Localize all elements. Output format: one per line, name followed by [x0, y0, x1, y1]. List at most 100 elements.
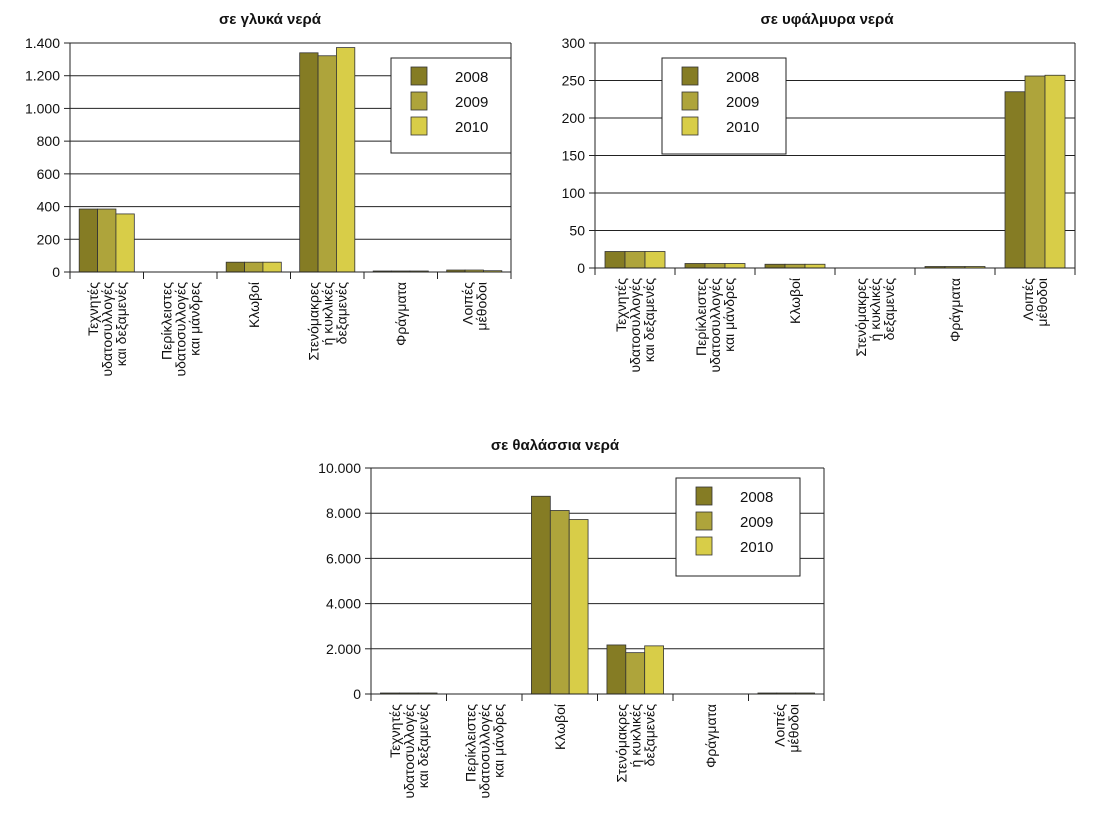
- chart-title: σε θαλάσσια νερά: [490, 437, 620, 454]
- legend-box: [390, 57, 512, 154]
- legend-swatch-2009: [695, 511, 713, 531]
- x-tick-label-line: μέθοδοι: [473, 282, 489, 331]
- y-tick-label: 10.000: [318, 460, 361, 476]
- y-tick-label: 0: [353, 686, 361, 702]
- bar-2010-0: [115, 213, 135, 273]
- x-tick-label-line: Περίκλειστες: [462, 704, 478, 782]
- x-tick-label: Κλωβοί: [246, 282, 262, 328]
- legend-box: [661, 57, 787, 155]
- y-tick-label: 0: [52, 264, 60, 280]
- x-tick-label-line: Φράγματα: [947, 278, 963, 342]
- bar-2010-3: [336, 47, 356, 273]
- bar-2008-3: [606, 644, 627, 695]
- x-tick-label-line: και δεξαμενές: [641, 278, 657, 362]
- bar-2010-2: [804, 263, 826, 269]
- bar-2009-0: [97, 208, 117, 273]
- y-tick-label: 1.400: [25, 35, 60, 51]
- y-tick-label: 6.000: [326, 550, 361, 566]
- bar-2009-0: [624, 251, 646, 269]
- chart-sea-water: σε θαλάσσια νερά 0 2.000 4.000 6.000 8.000 10…: [280, 428, 830, 838]
- x-tick-label: Κλωβοί: [552, 704, 568, 750]
- legend-label-2009: 2009: [740, 514, 773, 531]
- bar-2009-2: [784, 263, 806, 269]
- x-tick-label-line: και μάνδρες: [490, 704, 506, 778]
- bar-2010-0: [644, 251, 666, 269]
- bar-2009-3: [625, 652, 646, 695]
- bar-2008-0: [78, 208, 98, 273]
- legend-label-2008: 2008: [455, 69, 488, 86]
- bar-2010-5: [1044, 74, 1066, 269]
- x-tick-label-line: υδατοσυλλογές: [707, 278, 723, 373]
- bar-2010-1: [724, 263, 746, 269]
- x-tick-label-line: Στενόμακρες: [853, 278, 869, 357]
- x-tick-label-line: μέθοδοι: [1034, 278, 1050, 327]
- y-tick-label: 1.200: [25, 68, 60, 84]
- x-tick-label: Φράγματα: [703, 704, 719, 768]
- bar-2009-2: [549, 510, 570, 695]
- chart-svg: 02.0004.0006.0008.00010.000Τεχνητέςυδατο…: [318, 460, 825, 799]
- y-tick-label: 0: [577, 260, 585, 276]
- legend-swatch-2010: [681, 116, 699, 136]
- y-tick-label: 4.000: [326, 596, 361, 612]
- x-tick-label-line: Λοιπές: [459, 282, 475, 325]
- legend-label-2008: 2008: [726, 69, 759, 86]
- x-tick-label-line: Κλωβοί: [787, 278, 803, 324]
- legend-label-2009: 2009: [726, 94, 759, 111]
- x-tick-label-line: Κλωβοί: [552, 704, 568, 750]
- chart-brackish-water: σε υφάλμυρα νερά 0 50 100 150 200 250 300 Τεχνη…: [555, 0, 1099, 412]
- x-tick-label-line: και μάνδρες: [721, 278, 737, 352]
- legend-swatch-2008: [681, 66, 699, 86]
- y-tick-label: 400: [37, 199, 61, 215]
- bar-2008-0: [604, 251, 626, 269]
- y-tick-label: 100: [562, 185, 586, 201]
- y-tick-label: 800: [37, 133, 61, 149]
- x-tick-label: Φράγματα: [947, 278, 963, 342]
- x-tick-label-line: υδατοσυλλογές: [172, 282, 188, 377]
- bar-2009-3: [317, 55, 337, 273]
- x-tick-label-line: Φράγματα: [703, 704, 719, 768]
- x-tick-label-line: Λοιπές: [1020, 278, 1036, 321]
- x-tick-label-line: υδατοσυλλογές: [627, 278, 643, 373]
- legend-swatch-2010: [410, 116, 428, 136]
- x-tick-label-line: Λοιπές: [771, 704, 787, 747]
- x-tick-label-line: δεξαμενές: [881, 278, 897, 341]
- x-tick-label-line: υδατοσυλλογές: [476, 704, 492, 799]
- y-tick-label: 300: [562, 35, 586, 51]
- x-tick-label-line: Φράγματα: [393, 282, 409, 346]
- x-tick-label-line: και δεξαμενές: [415, 704, 431, 788]
- legend-swatch-2009: [410, 91, 428, 111]
- legend-swatch-2008: [695, 486, 713, 506]
- bar-2010-3: [644, 645, 664, 695]
- bar-2008-3: [299, 52, 319, 273]
- y-tick-label: 8.000: [326, 505, 361, 521]
- chart-title: σε υφάλμυρα νερά: [760, 11, 894, 28]
- y-tick-label: 2.000: [326, 641, 361, 657]
- bar-2008-5: [1004, 91, 1026, 269]
- legend-label-2010: 2010: [455, 119, 488, 136]
- x-tick-label-line: Τεχνητές: [613, 278, 629, 332]
- x-tick-label-line: Στενόμακρες: [305, 282, 321, 361]
- y-tick-label: 150: [562, 148, 586, 164]
- x-tick-label-line: υδατοσυλλογές: [99, 282, 115, 377]
- bar-2010-2: [262, 261, 282, 273]
- chart-svg: 050100150200250300Τεχνητέςυδατοσυλλογέςκ…: [562, 35, 1076, 373]
- y-tick-label: 200: [37, 231, 61, 247]
- x-tick-label: Φράγματα: [393, 282, 409, 346]
- chart-fresh-water: σε γλυκά νερά 0 200 400 600 800 1.000 1.200 1.4…: [0, 0, 540, 412]
- bar-2008-2: [531, 495, 551, 695]
- x-tick-label: Κλωβοί: [787, 278, 803, 324]
- x-tick-label-line: Περίκλειστες: [158, 282, 174, 360]
- chart-svg: 02004006008001.0001.2001.400Τεχνητέςυδατ…: [25, 35, 512, 377]
- x-tick-label-line: Στενόμακρες: [613, 704, 629, 783]
- legend-label-2009: 2009: [455, 94, 488, 111]
- x-tick-label-line: Τεχνητές: [85, 282, 101, 336]
- legend-label-2010: 2010: [740, 539, 773, 556]
- x-tick-label-line: και μάνδρες: [186, 282, 202, 356]
- legend-label-2010: 2010: [726, 119, 759, 136]
